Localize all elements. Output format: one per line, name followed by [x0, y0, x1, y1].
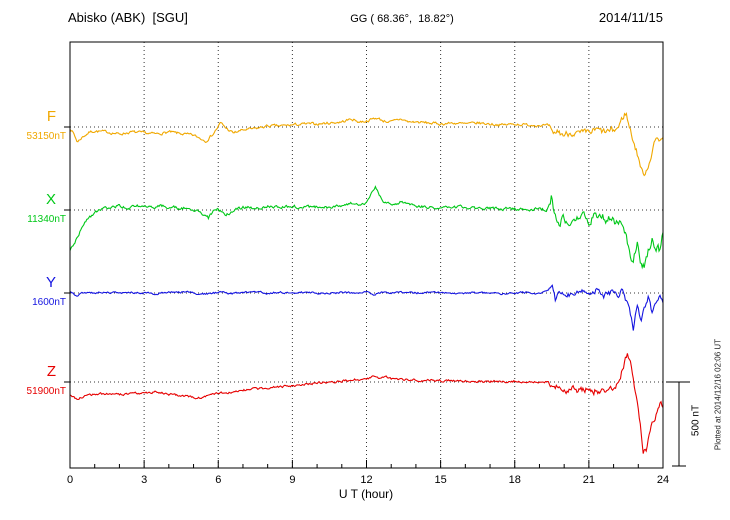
x-tick-label: 15 — [435, 474, 447, 486]
header-coordinates: GG ( 68.36°, 18.82°) — [350, 13, 454, 25]
trace-X — [69, 185, 664, 270]
x-tick-label: 24 — [657, 474, 669, 486]
channel-Y-baseline-value: 1600nT — [32, 297, 66, 308]
scale-bar-label: 500 nT — [690, 404, 702, 437]
x-tick-label: 0 — [67, 474, 73, 486]
x-axis-title: U T (hour) — [338, 487, 394, 501]
trace-F — [69, 112, 664, 177]
header-date: 2014/11/15 — [598, 10, 663, 25]
trace-Y — [69, 284, 664, 331]
channel-F-baseline-value: 53150nT — [26, 131, 66, 142]
x-tick-label: 21 — [583, 474, 595, 486]
channel-F-label: F — [46, 108, 56, 125]
channel-Z-label: Z — [46, 363, 56, 380]
channel-Y-label: Y — [45, 274, 56, 291]
channel-X-baseline-value: 11340nT — [27, 214, 66, 225]
x-tick-label: 3 — [141, 474, 147, 486]
x-tick-label: 6 — [215, 474, 221, 486]
channel-X-label: X — [45, 191, 56, 208]
x-tick-label: 18 — [509, 474, 521, 486]
plot-footnote: Plotted at 2014/12/16 02:06 UT — [713, 338, 723, 451]
channel-Z-baseline-value: 51900nT — [26, 386, 66, 397]
x-tick-label: 12 — [360, 474, 372, 486]
trace-Z — [69, 353, 664, 454]
station-title: Abisko (ABK) [SGU] — [68, 10, 188, 25]
x-tick-label: 9 — [289, 474, 295, 486]
